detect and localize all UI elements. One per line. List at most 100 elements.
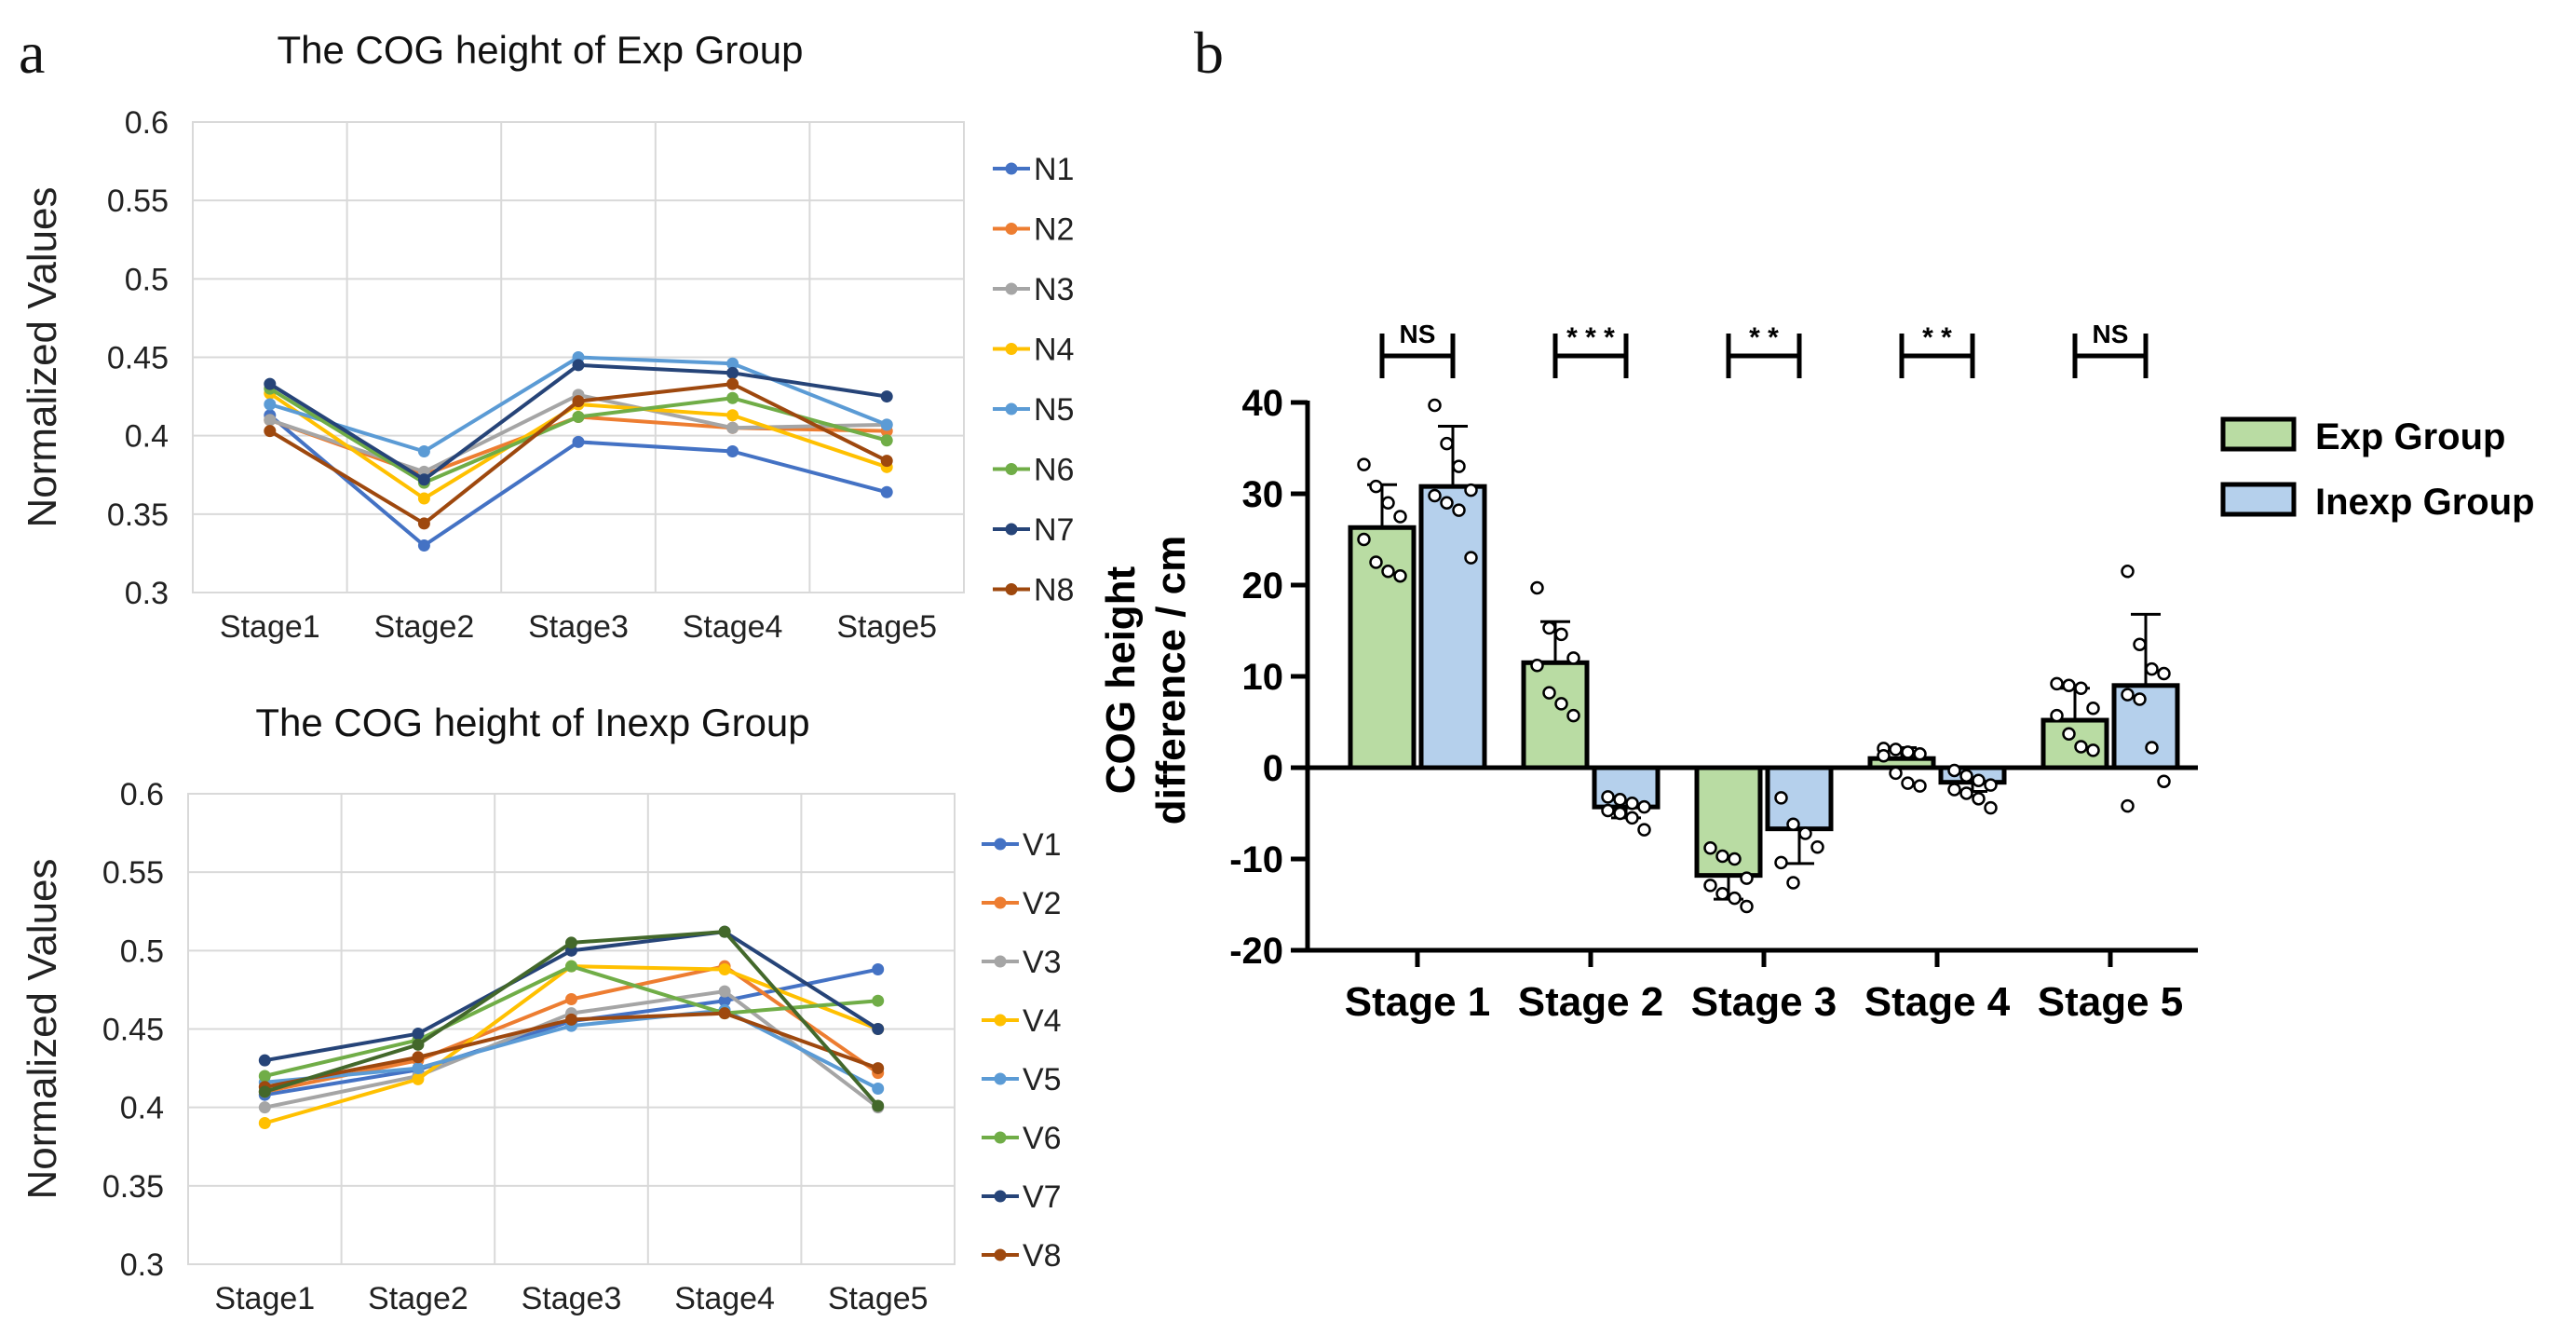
data-point	[880, 434, 893, 447]
legend-entry: V8	[982, 1238, 1062, 1274]
individual-point	[1728, 852, 1742, 866]
series-N8	[264, 377, 893, 530]
legend-label: V3	[1023, 945, 1062, 980]
legend-marker	[994, 955, 1007, 968]
data-point	[718, 994, 731, 1007]
legend-swatch	[2220, 416, 2297, 452]
individual-point	[1728, 891, 1742, 906]
individual-point	[1715, 849, 1729, 864]
individual-point	[1601, 790, 1615, 804]
data-point	[258, 1054, 271, 1067]
individual-point	[1464, 551, 1478, 565]
individual-point	[1464, 483, 1478, 497]
individual-point	[1959, 769, 1973, 784]
x-tick-label: Stage4	[683, 609, 783, 645]
y-tick-label: 0.4	[120, 1091, 164, 1126]
individual-point	[1913, 779, 1927, 793]
individual-point	[1393, 568, 1407, 583]
series-unlabeled	[258, 925, 885, 1112]
panel-label-a: a	[19, 20, 45, 86]
data-point	[880, 390, 893, 403]
legend-label: V2	[1023, 886, 1062, 921]
legend-entry: V2	[982, 886, 1062, 921]
individual-point	[1786, 876, 1800, 890]
data-point	[264, 377, 277, 390]
individual-point	[2074, 740, 2088, 754]
y-tick-label: 10	[1242, 657, 1284, 698]
y-tick-label: 0.45	[102, 1013, 164, 1048]
x-tick-label: Stage 5	[2038, 979, 2184, 1025]
legend-label: V1	[1023, 827, 1062, 863]
individual-point	[1740, 899, 1754, 914]
x-tick-label: Stage1	[220, 609, 320, 645]
data-point	[872, 963, 885, 976]
legend-marker	[994, 1190, 1007, 1203]
individual-point	[2145, 661, 2159, 676]
individual-point	[1774, 855, 1788, 870]
data-point	[880, 455, 893, 468]
legend-entry: N4	[993, 333, 1074, 368]
chart-title: The COG height of Inexp Group	[255, 701, 809, 744]
data-point	[417, 445, 430, 457]
data-point	[417, 517, 430, 530]
data-point	[726, 377, 739, 390]
individual-point	[1369, 555, 1383, 569]
data-point	[417, 473, 430, 486]
legend-marker	[994, 1248, 1007, 1261]
significance-label: * * *	[1566, 322, 1615, 353]
line-chart-exp-group: The COG height of Exp Group Normalized Va…	[20, 28, 1074, 645]
legend-swatch	[2220, 482, 2297, 517]
individual-point	[1530, 580, 1544, 595]
y-axis-label: Normalized Values	[20, 186, 65, 527]
y-tick-label: 0.35	[107, 497, 169, 533]
individual-point	[1637, 799, 1651, 814]
individual-point	[1369, 479, 1383, 494]
x-tick-label: Stage4	[674, 1281, 775, 1316]
legend-marker	[994, 1131, 1007, 1144]
chart-title: The COG height of Exp Group	[278, 28, 804, 72]
legend-label: N7	[1034, 512, 1074, 548]
data-point	[264, 425, 277, 438]
individual-point	[1984, 778, 1998, 792]
legend-entry: V3	[982, 945, 1062, 980]
y-tick-label: 0.6	[125, 105, 169, 141]
y-tick-label: 20	[1242, 566, 1284, 606]
data-point	[417, 492, 430, 505]
data-point	[258, 1070, 271, 1083]
legend-entry: N6	[993, 453, 1074, 488]
category-group: Stage 4 * *	[1864, 322, 2011, 1025]
individual-point	[2086, 702, 2100, 716]
data-point	[872, 1062, 885, 1075]
individual-point	[1889, 743, 1903, 756]
x-tick-label: Stage 3	[1691, 979, 1837, 1025]
legend-marker	[1005, 402, 1018, 416]
individual-point	[1357, 457, 1371, 471]
data-point	[726, 366, 739, 379]
x-tick-label: Stage5	[836, 609, 937, 645]
y-tick-label: -20	[1229, 931, 1283, 972]
individual-point	[2157, 666, 2171, 681]
x-tick-label: Stage3	[522, 1281, 622, 1316]
individual-point	[2062, 727, 2076, 741]
individual-point	[1428, 488, 1442, 503]
significance-label: NS	[2093, 320, 2129, 348]
individual-point	[1440, 496, 1454, 511]
significance-label: NS	[1400, 320, 1436, 348]
data-point	[572, 395, 585, 408]
legend-entry: V7	[982, 1179, 1062, 1215]
data-point	[258, 1117, 271, 1129]
individual-point	[1786, 817, 1800, 832]
legend-label: N6	[1034, 453, 1074, 488]
y-tick-label: 0.4	[125, 419, 169, 455]
individual-point	[1947, 763, 1961, 778]
y-tick-label: 0.5	[125, 262, 169, 297]
individual-point	[1542, 620, 1556, 635]
individual-point	[1947, 783, 1961, 797]
line-chart-inexp-group: The COG height of Inexp Group Normalized …	[20, 701, 1062, 1316]
data-point	[872, 1082, 885, 1095]
legend-entry: V5	[982, 1062, 1062, 1097]
significance-label: * *	[1922, 322, 1952, 353]
legend-marker	[1005, 523, 1018, 536]
individual-point	[1381, 496, 1395, 511]
data-point	[572, 435, 585, 448]
